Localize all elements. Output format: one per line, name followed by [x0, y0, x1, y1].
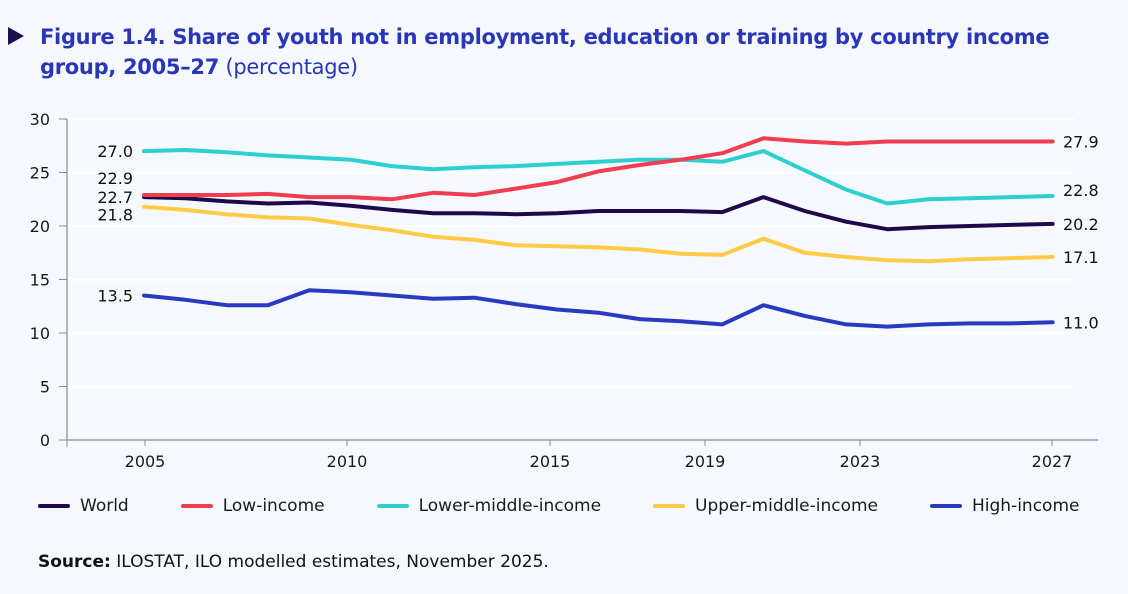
legend-swatch-icon [653, 504, 686, 508]
x-tick-label: 2005 [125, 452, 166, 471]
data-labels: 22.722.9 27.0 21.8 13.5 20.2 27.9 22.8 17.1 11.0 [97, 132, 1098, 332]
axes: 0 5 10 15 20 25 30 2005 2010 2015 2019 2023 2027 [30, 110, 1098, 471]
x-tick-label: 2023 [840, 452, 881, 471]
x-tick-label: 2010 [327, 452, 368, 471]
end-value-label: 20.2 [1063, 215, 1099, 234]
x-tick-label: 2019 [685, 452, 726, 471]
gridlines [67, 118, 1074, 388]
triangle-bullet-icon [8, 27, 24, 45]
legend-item: World [38, 496, 129, 516]
start-value-label: 13.5 [97, 287, 133, 306]
start-value-label: 22.7 [97, 188, 133, 207]
series-line-upper-middle-income [142, 204, 1055, 264]
series-line-lower-middle-income [142, 148, 1055, 206]
legend-label: High-income [972, 496, 1080, 516]
legend: World Low-income Lower-middle-income Upper-… [38, 496, 1079, 516]
legend-label: World [80, 496, 129, 516]
legend-swatch-icon [930, 504, 962, 508]
legend-swatch-icon [38, 504, 70, 508]
chart-title: Figure 1.4. Share of youth not in employ… [40, 22, 1108, 82]
y-tick-label: 5 [40, 378, 50, 397]
chart-title-bold: Figure 1.4. Share of youth not in employ… [40, 25, 1050, 79]
chart-title-unit: (percentage) [219, 55, 358, 79]
source-text: ILOSTAT, ILO modelled estimates, Novembe… [110, 552, 549, 572]
legend-item: Lower-middle-income [376, 496, 602, 516]
source-label: Source: [38, 552, 111, 572]
legend-label: Low-income [222, 496, 325, 516]
legend-label: Upper-middle-income [695, 496, 878, 516]
start-value-label: 21.8 [97, 206, 133, 225]
legend-item: Low-income [180, 496, 325, 516]
end-value-label: 22.8 [1063, 181, 1099, 200]
legend-item: Upper-middle-income [653, 496, 878, 516]
source-note: Source: ILOSTAT, ILO modelled estimates,… [38, 552, 549, 572]
series-line-world [142, 195, 1055, 232]
start-value-label: 27.0 [97, 142, 133, 161]
y-tick-label: 30 [30, 110, 50, 129]
series-lines [142, 136, 1055, 329]
x-tick-label: 2015 [530, 452, 571, 471]
start-value-label: 22.9 [97, 169, 133, 188]
series-line-high-income [142, 288, 1055, 329]
y-tick-label: 0 [40, 431, 50, 450]
y-tick-label: 20 [30, 217, 50, 236]
legend-swatch-icon [180, 504, 213, 508]
figure-title: Figure 1.4. Share of youth not in employ… [8, 22, 1108, 82]
legend-item: High-income [930, 496, 1079, 516]
legend-swatch-icon [376, 504, 409, 508]
x-tick-label: 2027 [1032, 452, 1073, 471]
series-line-low-income [142, 136, 1055, 202]
legend-label: Lower-middle-income [418, 496, 602, 516]
end-value-label: 17.1 [1063, 248, 1099, 267]
y-tick-label: 15 [30, 271, 50, 290]
y-tick-label: 25 [30, 164, 50, 183]
end-value-label: 11.0 [1063, 313, 1099, 332]
end-value-label: 27.9 [1063, 132, 1099, 151]
y-tick-label: 10 [30, 324, 50, 343]
